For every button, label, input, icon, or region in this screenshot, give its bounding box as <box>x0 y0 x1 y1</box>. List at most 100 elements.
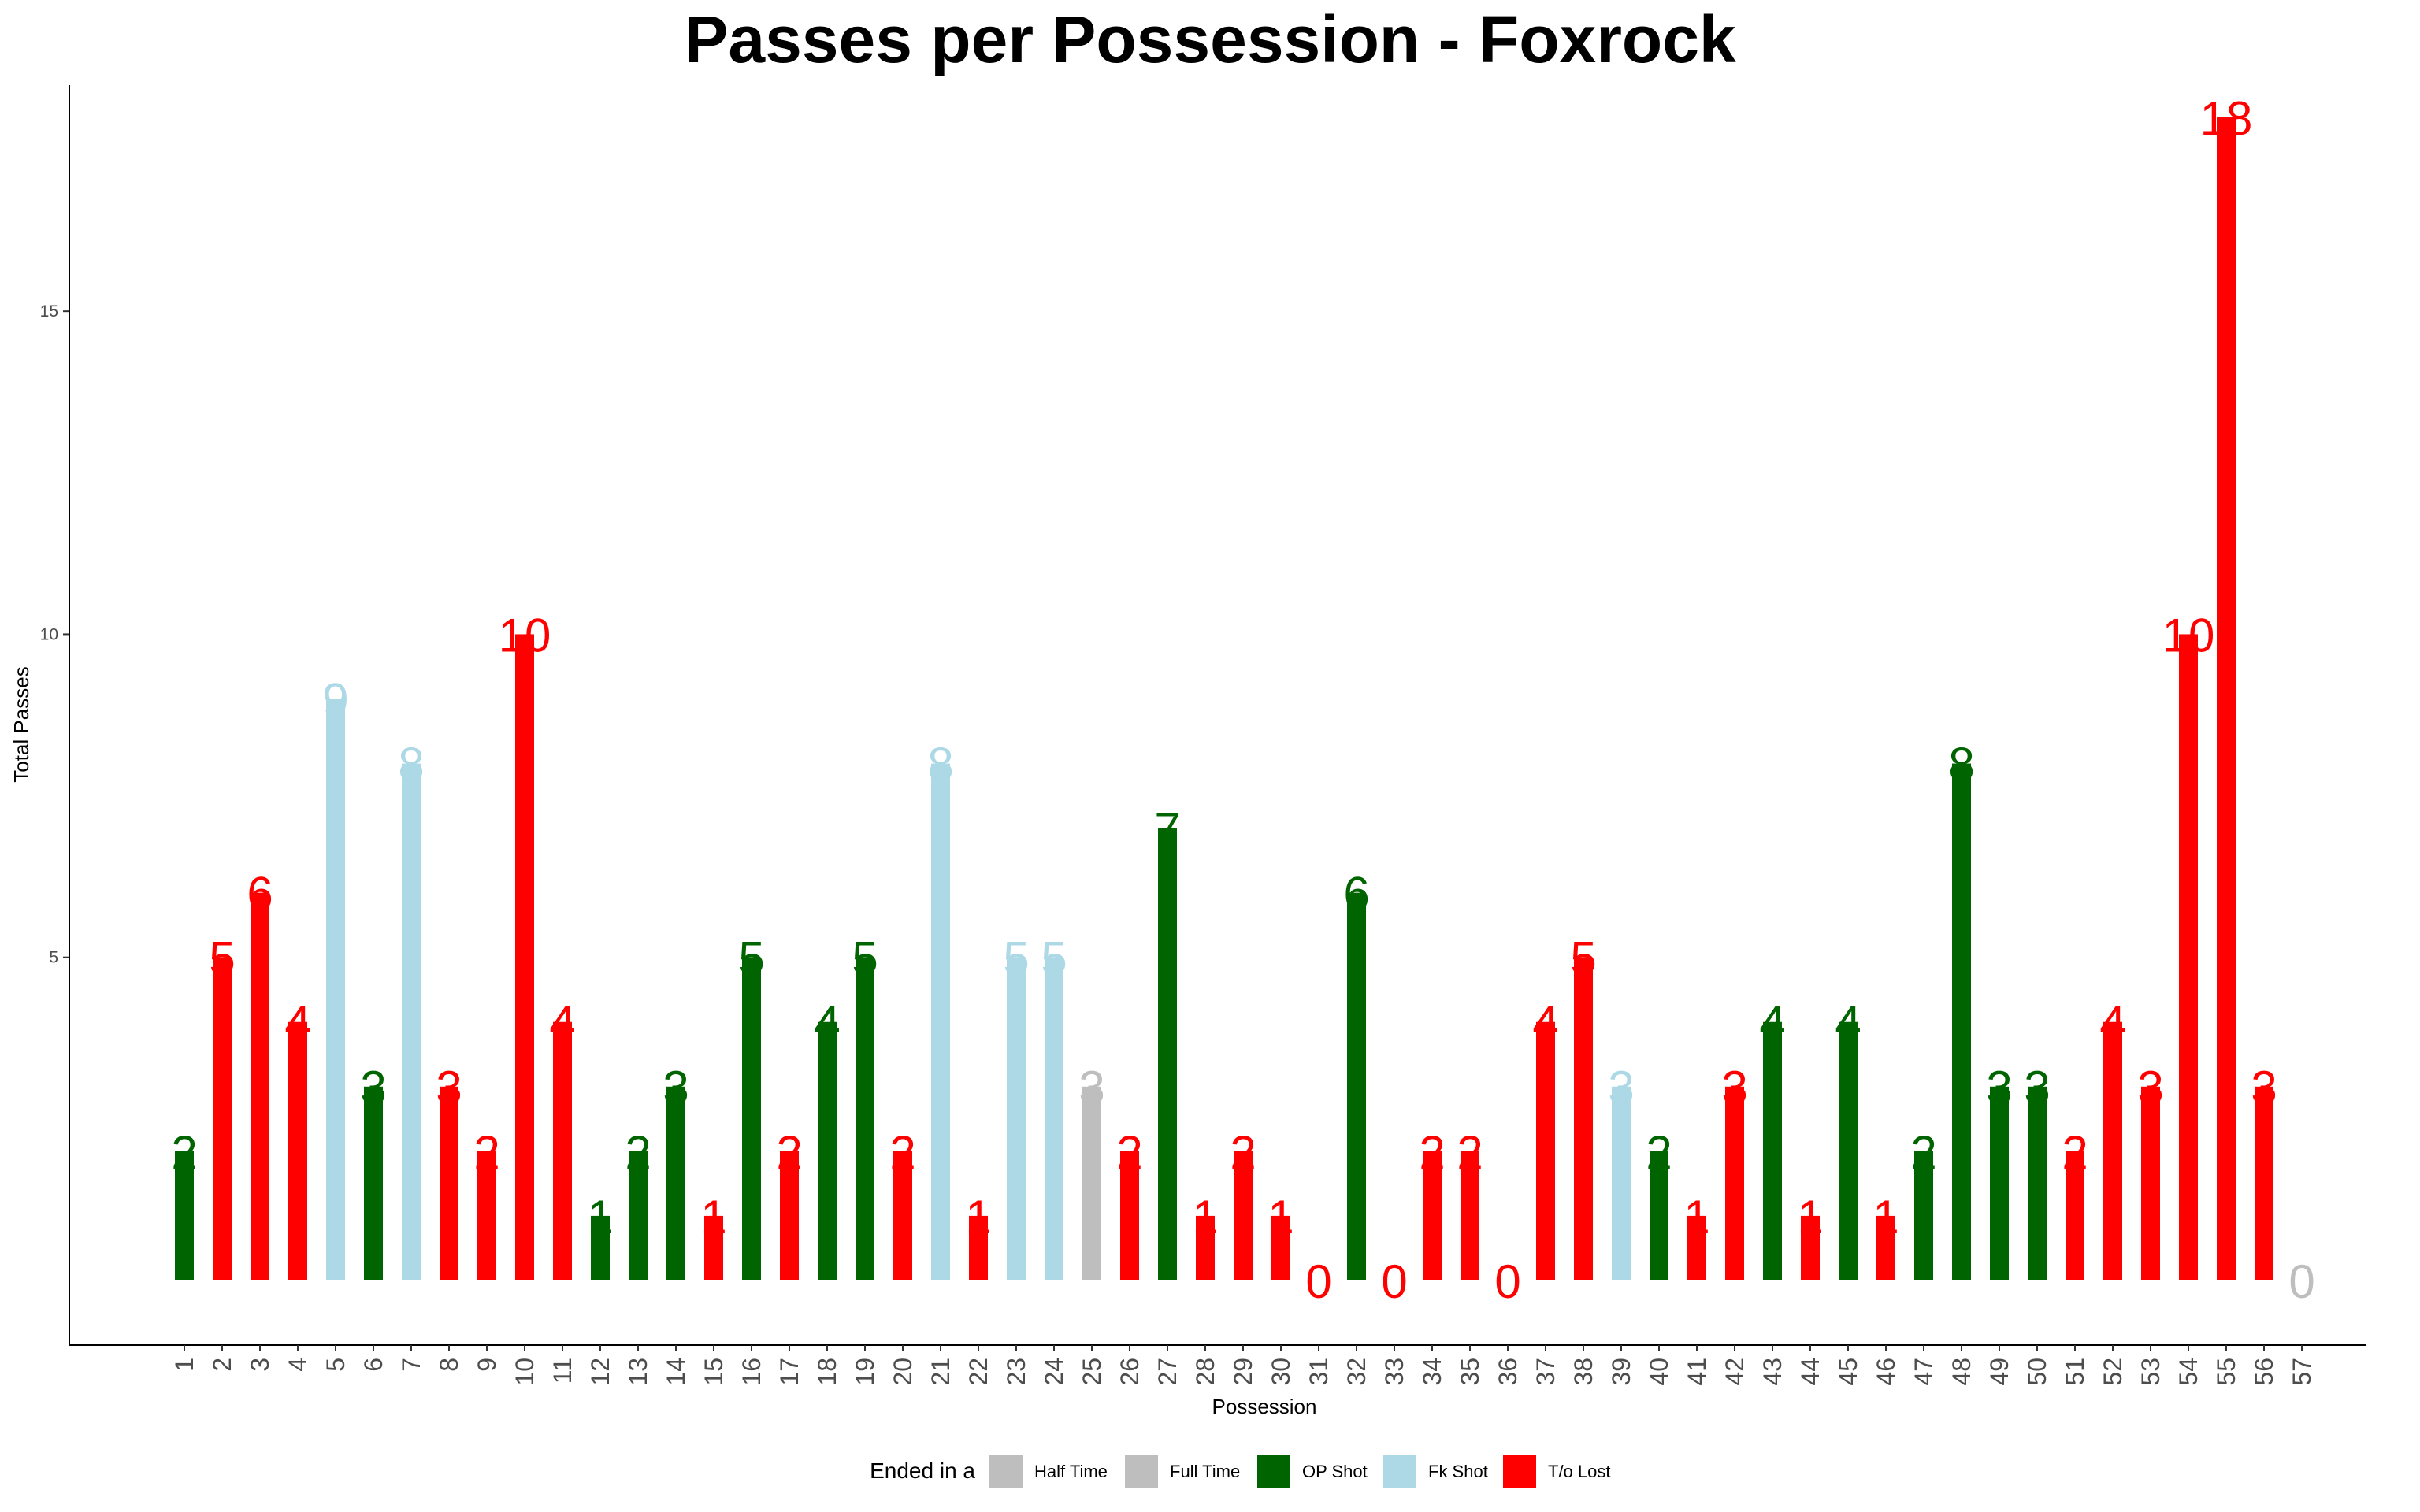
bar <box>2141 1086 2160 1280</box>
bar <box>1007 957 1026 1280</box>
x-tick-label: 18 <box>813 1358 841 1386</box>
bar <box>704 1215 723 1280</box>
bar <box>969 1215 988 1280</box>
bar <box>2217 117 2236 1280</box>
x-tick-label: 53 <box>2136 1358 2165 1386</box>
bar-value-label: 9 <box>322 673 348 726</box>
x-tick-label: 51 <box>2061 1358 2089 1386</box>
bar-value-label: 1 <box>965 1191 991 1243</box>
bar-value-label: 2 <box>1116 1126 1142 1179</box>
x-tick-label: 44 <box>1796 1358 1824 1386</box>
y-axis-title: Total Passes <box>9 666 33 782</box>
bar <box>1271 1215 1290 1280</box>
bar-value-label: 2 <box>889 1126 915 1179</box>
bar <box>440 1086 458 1280</box>
bar-value-label: 2 <box>1910 1126 1936 1179</box>
bar-value-label: 5 <box>209 932 235 985</box>
bar-value-label: 3 <box>1078 1062 1104 1114</box>
x-tick-label: 30 <box>1267 1358 1295 1386</box>
bar-value-label: 3 <box>360 1062 386 1114</box>
bar <box>893 1151 912 1280</box>
bar-value-label: 3 <box>1986 1062 2012 1114</box>
x-tick-label: 7 <box>397 1358 425 1372</box>
bar <box>1461 1151 1479 1280</box>
bar-value-label: 4 <box>1835 997 1861 1050</box>
bar-value-label: 7 <box>1154 803 1180 856</box>
legend-swatch <box>1383 1455 1416 1488</box>
bar <box>326 699 345 1280</box>
bar-value-label: 1 <box>1268 1191 1294 1243</box>
x-tick-label: 8 <box>435 1358 463 1372</box>
x-tick-label: 20 <box>889 1358 917 1386</box>
x-tick-label: 25 <box>1078 1358 1106 1386</box>
x-tick-label: 36 <box>1494 1358 1522 1386</box>
bar-value-label: 8 <box>927 739 953 791</box>
x-tick-label: 46 <box>1872 1358 1900 1386</box>
bar <box>1082 1086 1101 1280</box>
bar <box>591 1215 610 1280</box>
bar-value-label: 2 <box>625 1126 651 1179</box>
x-tick-label: 29 <box>1229 1358 1257 1386</box>
y-tick-label: 5 <box>49 949 58 967</box>
x-tick-label: 42 <box>1720 1358 1749 1386</box>
legend-swatch <box>989 1455 1023 1488</box>
x-tick-label: 6 <box>359 1358 388 1372</box>
y-tick-label: 10 <box>40 625 58 643</box>
bar <box>1574 957 1593 1280</box>
bar <box>1045 957 1063 1280</box>
bar-value-label: 2 <box>1230 1126 1256 1179</box>
bar-value-label: 1 <box>1683 1191 1709 1243</box>
x-tick-label: 14 <box>662 1358 690 1386</box>
x-tick-label: 34 <box>1418 1358 1446 1386</box>
bar-value-label: 3 <box>663 1062 689 1114</box>
bar <box>251 892 269 1280</box>
legend-label: Half Time <box>1034 1462 1108 1481</box>
bar-value-label: 1 <box>1797 1191 1823 1243</box>
x-tick-label: 15 <box>700 1358 728 1386</box>
chart-title: Passes per Possession - Foxrock <box>684 2 1736 76</box>
bar <box>1914 1151 1933 1280</box>
bar <box>1650 1151 1668 1280</box>
bar-value-label: 2 <box>1457 1126 1483 1179</box>
legend-label: Fk Shot <box>1428 1462 1488 1481</box>
x-tick-label: 22 <box>964 1358 993 1386</box>
bar-value-label: 8 <box>398 739 424 791</box>
x-tick-label: 39 <box>1607 1358 1635 1386</box>
bar-value-label: 10 <box>499 609 551 662</box>
x-tick-label: 3 <box>246 1358 274 1372</box>
bar-value-label: 1 <box>700 1191 726 1243</box>
bar-value-label: 3 <box>2024 1062 2050 1114</box>
bar-value-label: 4 <box>1759 997 1785 1050</box>
bar <box>780 1151 799 1280</box>
bar-value-label: 0 <box>2288 1255 2314 1308</box>
bar-value-label: 4 <box>1532 997 1558 1050</box>
bar-value-label: 4 <box>284 997 310 1050</box>
bar <box>1876 1215 1895 1280</box>
bar-value-label: 4 <box>549 997 575 1050</box>
bar-value-label: 4 <box>814 997 840 1050</box>
bar-value-label: 5 <box>1003 932 1029 985</box>
bar-value-label: 1 <box>587 1191 613 1243</box>
bar <box>931 763 950 1280</box>
x-tick-label: 10 <box>510 1358 539 1386</box>
bar <box>1725 1086 1744 1280</box>
x-tick-label: 28 <box>1191 1358 1219 1386</box>
bar <box>1839 1021 1858 1280</box>
x-tick-label: 55 <box>2212 1358 2240 1386</box>
x-tick-label: 9 <box>473 1358 501 1372</box>
x-tick-label: 23 <box>1002 1358 1030 1386</box>
x-tick-label: 24 <box>1040 1358 1068 1386</box>
bar <box>666 1086 685 1280</box>
legend-swatch <box>1125 1455 1158 1488</box>
bar <box>402 763 421 1280</box>
bar-value-label: 1 <box>1873 1191 1899 1243</box>
bar <box>1120 1151 1139 1280</box>
x-tick-label: 49 <box>1985 1358 2014 1386</box>
bar <box>629 1151 648 1280</box>
bar <box>175 1151 194 1280</box>
bar <box>477 1151 496 1280</box>
bar-value-label: 4 <box>2099 997 2125 1050</box>
legend-label: T/o Lost <box>1548 1462 1610 1481</box>
